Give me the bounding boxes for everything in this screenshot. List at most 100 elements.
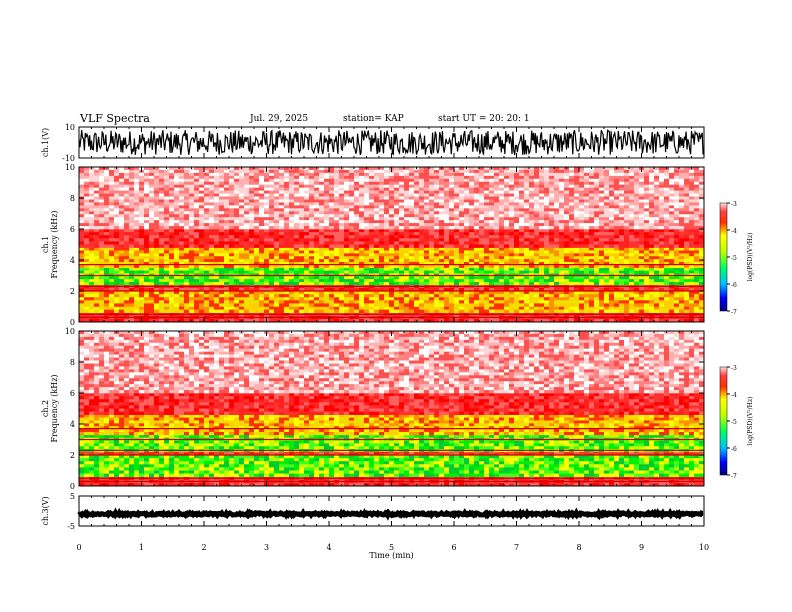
spectrogram-cell	[499, 279, 505, 283]
spectrogram-cell	[469, 247, 475, 251]
spectrogram-cell	[389, 279, 395, 283]
spectrogram-cell	[444, 267, 450, 271]
spectrogram-cell	[584, 279, 590, 283]
spectrogram-cell	[179, 187, 185, 191]
spectrogram-cell	[554, 241, 560, 245]
spectrogram-cell	[89, 187, 95, 191]
spectrogram-cell	[299, 264, 305, 269]
spectrogram-cell	[89, 244, 95, 248]
spectrogram-cell	[284, 175, 290, 180]
spectrogram-cell	[334, 267, 340, 271]
spectrogram-cell	[214, 267, 220, 271]
spectrogram-cell	[184, 235, 190, 239]
spectrogram-cell	[699, 297, 705, 301]
spectrogram-cell	[499, 250, 505, 254]
spectrogram-cell	[144, 270, 150, 274]
spectrogram-cell	[694, 169, 700, 174]
spectrogram-cell	[194, 264, 200, 269]
spectrogram-cell	[374, 306, 380, 310]
spectrogram-cell	[349, 291, 355, 295]
spectrogram-cell	[529, 253, 535, 257]
spectrogram-cell	[544, 250, 550, 254]
spectrogram-cell	[399, 187, 405, 191]
spectrogram-cell	[179, 229, 185, 233]
spectrogram-cell	[534, 229, 540, 233]
spectrogram-cell	[299, 318, 305, 323]
spectrogram-cell	[679, 235, 685, 239]
spectrogram-cell	[504, 279, 510, 283]
spectrogram-cell	[599, 309, 605, 313]
date-label: Jul. 29, 2025	[250, 114, 309, 124]
spectrogram-cell	[549, 244, 555, 248]
spectrogram-cell	[264, 261, 270, 266]
spectrogram-cell	[504, 291, 510, 295]
spectrogram-cell	[379, 279, 385, 283]
spectrogram-cell	[614, 172, 620, 177]
spectrogram-cell	[609, 232, 615, 236]
spectrogram-cell	[489, 247, 495, 251]
spectrogram-cell	[679, 294, 685, 298]
spectrogram-cell	[394, 175, 400, 180]
spectrogram-cell	[239, 267, 245, 271]
spectrogram-cell	[194, 175, 200, 180]
spectrogram-cell	[669, 167, 675, 171]
spectrogram-cell	[414, 232, 420, 236]
spectrogram-cell	[274, 235, 280, 239]
spectrogram-cell	[524, 306, 530, 310]
spectrogram-cell	[659, 264, 665, 269]
spectrogram-cell	[569, 267, 575, 271]
spectrogram-cell	[154, 259, 160, 263]
spectrogram-cell	[649, 306, 655, 310]
spectrogram-cell	[189, 232, 195, 236]
spectrogram-cell	[189, 184, 195, 188]
spectrogram-cell	[564, 247, 570, 251]
spectrogram-cell	[429, 291, 435, 295]
spectrogram-cell	[99, 184, 105, 188]
spectrogram-cell	[544, 276, 550, 280]
spectrogram-cell	[274, 232, 280, 236]
spectrogram-cell	[449, 267, 455, 271]
spectrogram-cell	[519, 169, 525, 174]
spectrogram-cell	[684, 279, 690, 283]
spectrogram-cell	[304, 256, 310, 260]
spectrogram-cell	[164, 181, 170, 186]
spectrogram-cell	[594, 303, 600, 307]
spectrogram-cell	[444, 172, 450, 177]
spectrogram-cell	[324, 250, 330, 254]
spectrogram-cell	[409, 303, 415, 307]
spectrogram-cell	[84, 232, 90, 236]
spectrogram-cell	[659, 167, 665, 171]
spectrogram-cell	[144, 303, 150, 307]
spectrogram-cell	[304, 281, 310, 286]
spectrogram-cell	[169, 264, 175, 269]
spectrogram-cell	[539, 190, 545, 194]
spectrogram-cell	[154, 244, 160, 248]
spectrogram-cell	[439, 270, 445, 274]
spectrogram-cell	[384, 241, 390, 245]
spectrogram-cell	[624, 169, 630, 174]
spectrogram-cell	[614, 232, 620, 236]
spectrogram-cell	[499, 287, 505, 292]
spectrogram-cell	[119, 270, 125, 274]
spectrogram-cell	[449, 175, 455, 180]
spectrogram-cell	[604, 172, 610, 177]
spectrogram-cell	[474, 232, 480, 236]
spectrogram-cell	[584, 303, 590, 307]
spectrogram-cell	[444, 264, 450, 269]
spectrogram-cell	[389, 291, 395, 295]
spectrogram-cell	[214, 279, 220, 283]
spectrogram-cell	[104, 300, 110, 304]
spectrogram-cell	[199, 232, 205, 236]
spectrogram-cell	[174, 229, 180, 233]
spectrogram-cell	[599, 279, 605, 283]
spectrogram-cell	[264, 229, 270, 233]
spectrogram-cell	[494, 172, 500, 177]
spectrogram-cell	[594, 190, 600, 194]
spectrogram-cell	[99, 270, 105, 274]
spectrogram-cell	[349, 279, 355, 283]
spectrogram-cell	[494, 247, 500, 251]
spectrogram-cell	[544, 178, 550, 183]
spectrogram-cell	[489, 229, 495, 233]
spectrogram-cell	[639, 247, 645, 251]
spectrogram-cell	[309, 264, 315, 269]
